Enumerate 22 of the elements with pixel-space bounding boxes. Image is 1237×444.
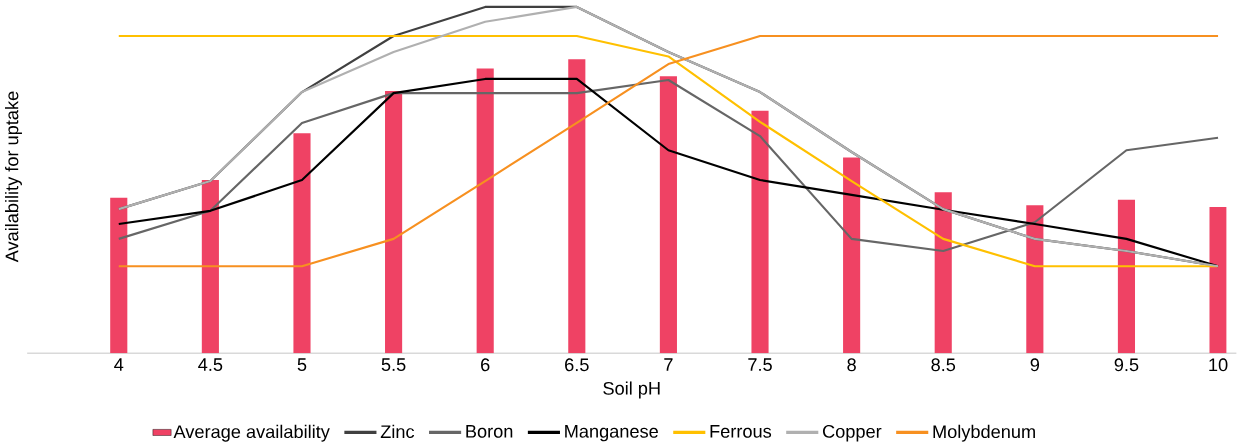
legend-label: Zinc: [380, 424, 415, 438]
x-tick-label: 9.5: [1114, 358, 1139, 372]
x-tick-label: 7: [664, 358, 673, 371]
x-axis-title: Soil pH: [603, 381, 660, 399]
x-tick-label: 5: [297, 358, 307, 371]
x-tick-label: 4: [114, 358, 124, 371]
x-tick-label: 9: [1030, 358, 1040, 372]
x-tick-label: 5.5: [381, 358, 406, 371]
x-tick-label: 10: [1209, 358, 1228, 372]
x-tick-label: 8.5: [931, 358, 956, 372]
legend-label: Molybdenum: [933, 424, 1035, 442]
legend-label: Manganese: [565, 424, 658, 442]
x-tick-label: 6.5: [565, 358, 589, 372]
y-axis-title: Availability for uptake: [5, 91, 22, 263]
x-tick-label: 8: [847, 358, 856, 372]
x-tick-label: 7.5: [748, 358, 772, 371]
legend-label: Copper: [822, 424, 882, 442]
x-tick-label: 6: [481, 358, 490, 372]
legend-label: Average availability: [173, 424, 330, 442]
legend-label: Ferrous: [710, 424, 772, 438]
legend-label: Boron: [466, 424, 513, 438]
x-tick-label: 4.5: [198, 358, 223, 371]
